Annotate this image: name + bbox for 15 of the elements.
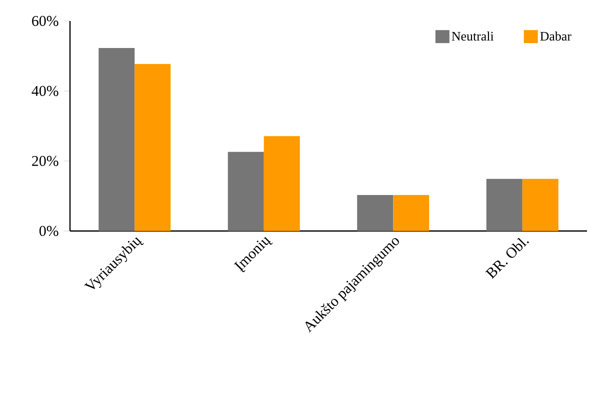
bar (522, 178, 558, 231)
legend-label: Dabar (540, 31, 572, 41)
bar (228, 152, 264, 231)
bar (98, 48, 135, 231)
x-tick-label: BR. Obl. (485, 238, 529, 279)
y-tick-label: 20% (32, 156, 58, 166)
y-tick-label: 0% (39, 226, 58, 236)
bar (393, 194, 430, 231)
legend-label: Neutrali (452, 31, 494, 41)
bar (264, 136, 300, 231)
y-tick-label: 60% (32, 16, 58, 26)
y-tick-label: 40% (32, 86, 58, 96)
bar (357, 194, 394, 231)
bar (486, 178, 522, 231)
bar (134, 64, 171, 231)
